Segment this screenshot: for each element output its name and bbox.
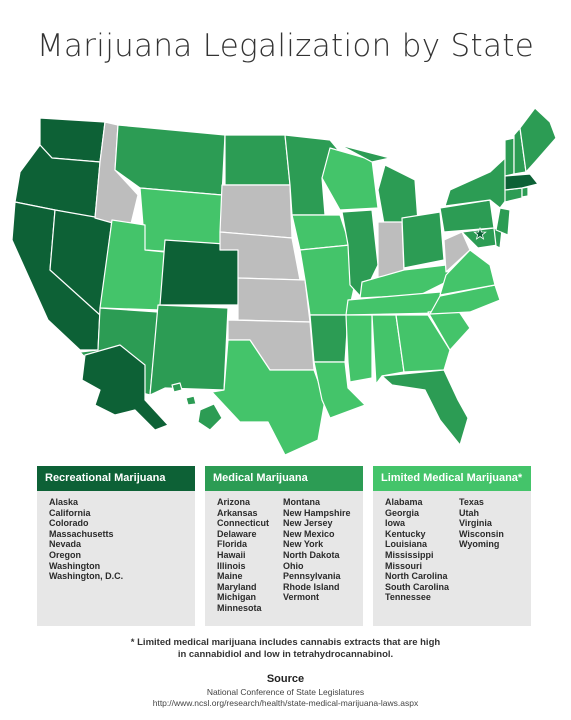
legend-state-item: Wisconsin: [459, 528, 504, 539]
legend-state-item: Montana: [283, 497, 320, 507]
legend-header: Recreational Marijuana: [37, 466, 195, 491]
state-hawaii: [171, 382, 223, 431]
legend-columns: Alabama Georgia Iowa Kentucky Louisiana Missi…: [373, 491, 531, 603]
state-montana: [114, 124, 226, 196]
legend-state-item: Vermont: [283, 592, 320, 603]
dc-star-icon: [473, 226, 487, 240]
legend-state-item: Missouri: [385, 560, 423, 571]
legend-state-item: Mississippi: [385, 549, 434, 560]
legend-state-item: Connecticut: [217, 518, 270, 529]
legend-state-item: New York: [283, 539, 324, 550]
legend-state-item: Minnesota: [217, 602, 262, 613]
footnote: * Limited medical marijuana includes can…: [0, 637, 571, 661]
legend-state-item: Arkansas: [217, 507, 258, 518]
legend-state-item: Louisiana: [385, 539, 428, 550]
legend-state-item: South Carolina: [385, 581, 450, 592]
state-georgia: [395, 314, 451, 373]
state-west-virginia: [443, 231, 471, 273]
legend-state-item: Tennessee: [385, 592, 431, 603]
state-kansas: [237, 277, 311, 323]
legend-state-item: Nevada: [49, 539, 82, 550]
legend-state-item: Arizona: [217, 497, 251, 507]
legend-column: Texas Utah Virginia Wisconsin Wyoming: [459, 497, 529, 603]
source-title: Source: [266, 673, 305, 685]
state-new-york: [444, 157, 511, 209]
legend-state-item: Massachusetts: [49, 528, 114, 539]
legend-state-item: Alabama: [385, 497, 423, 507]
legend-state-item: Oregon: [49, 549, 82, 560]
legend-header: Limited Medical Marijuana*: [373, 466, 531, 491]
legend-column: Arizona Arkansas Connecticut Delaware Florid…: [217, 497, 283, 614]
legend-columns: Arizona Arkansas Connecticut Delaware Florid…: [205, 491, 363, 614]
legend-state-item: California: [49, 507, 91, 518]
legend-state-item: Colorado: [49, 518, 89, 529]
page-title: Marijuana Legalization by State: [36, 28, 535, 64]
legend-state-item: New Hampshire: [283, 507, 351, 518]
legend-recreational: Recreational Marijuana Alaska California C…: [37, 466, 195, 626]
legend-state-item: New Mexico: [283, 528, 335, 539]
legend-state-item: Delaware: [217, 528, 257, 539]
state-texas: [211, 339, 326, 456]
legend-state-item: Virginia: [459, 518, 492, 529]
state-alaska: [81, 344, 169, 431]
footnote-line: * Limited medical marijuana includes can…: [130, 637, 441, 648]
state-mississippi: [345, 314, 373, 383]
source-url[interactable]: http://www.ncsl.org/research/health/stat…: [152, 698, 419, 708]
legend-state-item: New Jersey: [283, 518, 333, 529]
legend-state-item: Maine: [217, 571, 243, 582]
state-maine: [519, 107, 557, 173]
legend-state-item: Hawaii: [217, 549, 246, 560]
legend-state-item: Kentucky: [385, 528, 426, 539]
legend-state-item: Florida: [217, 539, 248, 550]
legend-state-item: North Carolina: [385, 571, 448, 582]
state-arkansas: [309, 314, 349, 363]
legend-state-item: Rhode Island: [283, 581, 340, 592]
state-north-dakota: [224, 134, 291, 186]
state-florida: [381, 369, 469, 446]
legend-state-item: North Dakota: [283, 549, 340, 560]
state-iowa: [291, 214, 351, 251]
legend-header: Medical Marijuana: [205, 466, 363, 491]
legend-state-item: Alaska: [49, 497, 79, 507]
legend-state-item: Ohio: [283, 560, 304, 571]
state-louisiana: [313, 361, 366, 419]
legend-state-item: Texas: [459, 497, 484, 507]
state-new-mexico: [149, 304, 229, 396]
source-org: National Conference of State Legislature…: [206, 687, 365, 697]
legend-state-item: Wyoming: [459, 539, 500, 550]
legend-column: Montana New Hampshire New Jersey New Mexico…: [283, 497, 353, 614]
state-new-jersey: [495, 207, 511, 236]
legend-state-item: Iowa: [385, 518, 406, 529]
legend-state-item: Georgia: [385, 507, 420, 518]
legend-state-item: Washington: [49, 560, 101, 571]
legend-state-item: Michigan: [217, 592, 257, 603]
legend-column: Alaska California Colorado Massachusetts Nev…: [49, 497, 189, 582]
legend-columns: Alaska California Colorado Massachusetts Nev…: [37, 491, 195, 582]
legend-state-item: Washington, D.C.: [49, 571, 124, 582]
legend-state-item: Maryland: [217, 581, 257, 592]
state-ohio: [401, 211, 445, 269]
us-map: [11, 107, 557, 456]
legend-column: Alabama Georgia Iowa Kentucky Louisiana Missi…: [385, 497, 459, 603]
legend-limited: Limited Medical Marijuana* Alabama Georgi…: [373, 466, 531, 626]
legend-state-item: Pennsylvania: [283, 571, 341, 582]
state-vermont: [504, 137, 515, 177]
legend-medical: Medical Marijuana Arizona Arkansas Connect…: [205, 466, 363, 626]
state-rhode-island: [521, 186, 529, 198]
state-south-dakota: [219, 184, 293, 239]
legend-state-item: Utah: [459, 507, 479, 518]
state-alabama: [371, 314, 405, 385]
state-massachusetts: [504, 173, 539, 191]
legend-state-item: Illinois: [217, 560, 246, 571]
footnote-line: in cannabidiol and low in tetrahydrocann…: [177, 649, 394, 660]
